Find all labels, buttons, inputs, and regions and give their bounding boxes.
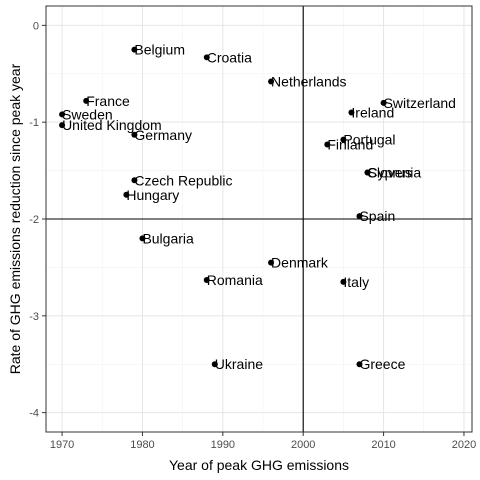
data-point (356, 361, 363, 368)
point-label: Croatia (207, 49, 252, 65)
data-point (123, 191, 130, 198)
x-tick-label: 2020 (452, 439, 476, 451)
point-label: France (86, 93, 130, 109)
data-point (340, 278, 347, 285)
y-tick-label: -3 (29, 311, 39, 323)
y-axis-ticks: 0 -1 -2 -3 -4 (29, 20, 46, 420)
data-point (348, 109, 355, 116)
y-tick-label: -2 (29, 214, 39, 226)
point-label: Cyprus (368, 165, 412, 181)
point-label: Greece (359, 356, 405, 372)
point-label: Slovenia (368, 165, 422, 181)
point-label: Czech Republic (134, 172, 232, 188)
data-point (340, 136, 347, 143)
point-label: Bulgaria (142, 230, 194, 246)
x-tick-label: 1990 (211, 439, 235, 451)
data-points (59, 46, 387, 368)
y-tick-label: -4 (29, 408, 39, 420)
x-tick-label: 2010 (371, 439, 395, 451)
data-point (139, 235, 146, 242)
point-label: Germany (134, 127, 192, 143)
data-point (203, 54, 210, 61)
point-label: Spain (359, 208, 395, 224)
data-point (268, 78, 275, 85)
point-label: Finland (327, 136, 373, 152)
x-tick-label: 1970 (50, 439, 74, 451)
data-point (268, 259, 275, 266)
x-tick-label: 1980 (130, 439, 154, 451)
data-point (211, 361, 218, 368)
point-label: Ireland (351, 105, 394, 121)
x-tick-label: 2000 (291, 439, 315, 451)
data-point (131, 46, 138, 53)
point-labels: Belgium Croatia Netherlands FranceSwedenUni… (62, 42, 456, 373)
data-point (59, 122, 66, 129)
point-label: Italy (343, 274, 369, 290)
x-axis-ticks: 1970 1980 1990 2000 2010 2020 (50, 432, 476, 451)
y-tick-label: 0 (33, 20, 39, 32)
data-point (356, 213, 363, 220)
reference-lines (46, 6, 472, 432)
point-label: Ukraine (215, 356, 263, 372)
point-label: Belgium (134, 42, 185, 58)
point-label: United Kingdom (62, 117, 162, 133)
data-point (59, 111, 66, 118)
data-point (203, 276, 210, 283)
point-label: Switzerland (384, 95, 456, 111)
data-point (324, 141, 331, 148)
data-point (131, 177, 138, 184)
y-tick-label: -1 (29, 117, 39, 129)
x-axis-title: Year of peak GHG emissions (169, 457, 349, 473)
point-label: Romania (207, 272, 263, 288)
data-point (380, 99, 387, 106)
y-axis-title: Rate of GHG emissions reduction since pe… (7, 63, 23, 374)
data-point (83, 97, 90, 104)
data-point (364, 169, 371, 176)
data-point (131, 131, 138, 138)
point-label: Netherlands (271, 74, 347, 90)
point-label: Hungary (126, 187, 179, 203)
point-label: Denmark (271, 255, 329, 271)
point-label: Portugal (343, 132, 395, 148)
point-label: Sweden (62, 106, 113, 122)
